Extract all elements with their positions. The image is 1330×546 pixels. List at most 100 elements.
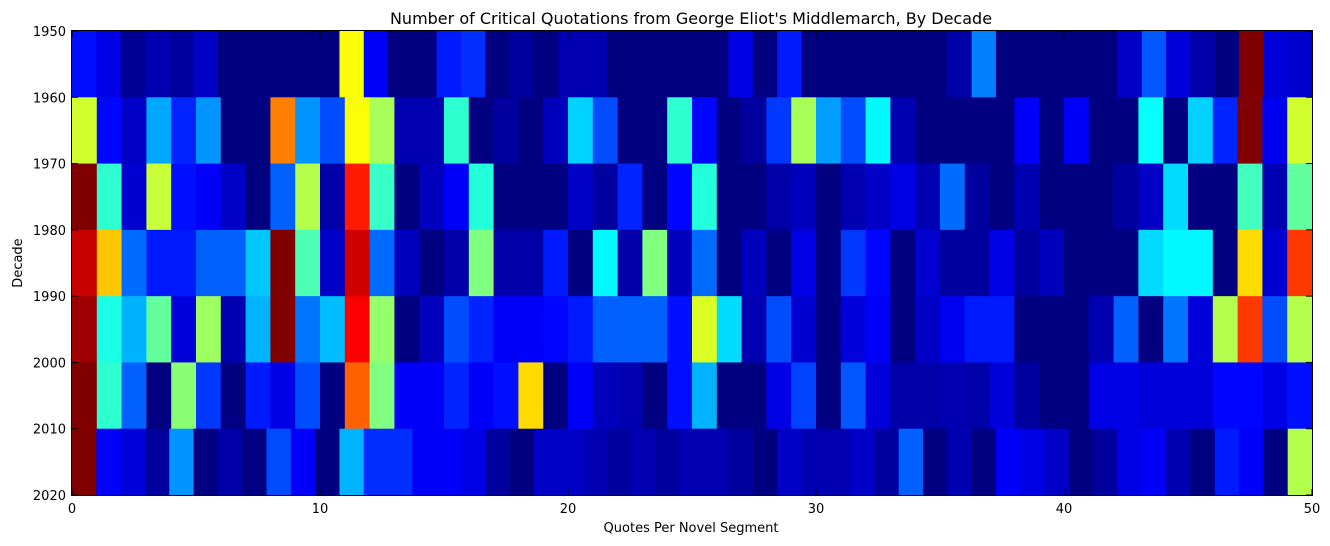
- heatmap-cell: [1014, 97, 1040, 165]
- heatmap-cell: [72, 362, 98, 430]
- heatmap-cell: [1039, 163, 1065, 231]
- heatmap-cell: [120, 428, 146, 496]
- y-axis-title: Decade: [11, 238, 26, 287]
- heatmap-cell: [825, 428, 851, 496]
- heatmap-cell: [766, 296, 792, 364]
- y-tick-label: 1990: [33, 290, 66, 305]
- heatmap-cell: [217, 31, 243, 98]
- heatmap-cell: [964, 97, 991, 165]
- heatmap-cell: [1088, 97, 1115, 165]
- heatmap-cell: [971, 428, 997, 496]
- heatmap-cell: [1262, 229, 1288, 297]
- heatmap-cell: [850, 31, 875, 98]
- heatmap-cell: [196, 362, 222, 430]
- heatmap-cell: [592, 229, 619, 297]
- heatmap-cell: [444, 296, 470, 364]
- heatmap-cell: [1287, 31, 1313, 98]
- heatmap-cell: [444, 229, 470, 297]
- heatmap-cell: [96, 362, 123, 430]
- heatmap-cell: [245, 362, 271, 430]
- heatmap-cell: [947, 428, 973, 496]
- heatmap-cell: [493, 296, 519, 364]
- heatmap-cell: [766, 163, 792, 231]
- heatmap-cell: [96, 31, 122, 98]
- heatmap-cell: [1039, 229, 1065, 297]
- heatmap-cell: [568, 229, 594, 297]
- heatmap-cell: [146, 362, 172, 430]
- heatmap-cell: [320, 296, 346, 364]
- heatmap-cell: [468, 97, 495, 165]
- heatmap-cell: [394, 163, 420, 231]
- heatmap-cell: [266, 428, 292, 496]
- heatmap-cell: [766, 97, 792, 165]
- heatmap-cell: [339, 31, 365, 98]
- heatmap-cell: [1287, 296, 1313, 364]
- heatmap-cell: [741, 97, 767, 165]
- heatmap-cell: [741, 229, 767, 297]
- heatmap-cell: [369, 362, 395, 430]
- heatmap-cell: [1044, 31, 1070, 98]
- heatmap-cell: [865, 229, 891, 297]
- heatmap-cell: [1190, 31, 1216, 98]
- heatmap-cell: [890, 362, 916, 430]
- heatmap-cell: [369, 229, 395, 297]
- heatmap-cell: [667, 362, 693, 430]
- heatmap-cell: [196, 97, 222, 165]
- heatmap-cell: [940, 163, 966, 231]
- heatmap-cell: [692, 97, 718, 165]
- heatmap-cell: [96, 296, 123, 364]
- heatmap-cell: [344, 163, 371, 231]
- heatmap-cell: [890, 229, 916, 297]
- heatmap-cell: [874, 31, 900, 98]
- heatmap-cell: [320, 163, 346, 231]
- heatmap-cell: [444, 362, 470, 430]
- heatmap-cell: [388, 428, 413, 496]
- heatmap-cell: [791, 362, 817, 430]
- heatmap-cell: [344, 362, 371, 430]
- heatmap-cell: [617, 362, 643, 430]
- heatmap-cell: [1138, 362, 1164, 430]
- heatmap-cell: [1212, 163, 1239, 231]
- heatmap-cell: [1287, 362, 1313, 430]
- x-tick-label: 0: [68, 502, 76, 517]
- heatmap-cell: [679, 31, 705, 98]
- heatmap-cell: [1163, 97, 1189, 165]
- heatmap-cell: [1064, 97, 1090, 165]
- heatmap-cell: [121, 97, 147, 165]
- heatmap-cell: [388, 31, 413, 98]
- heatmap-cell: [1212, 362, 1239, 430]
- heatmap-cell: [801, 31, 827, 98]
- heatmap-cell: [121, 362, 147, 430]
- heatmap-cell: [1163, 362, 1189, 430]
- heatmap-cell: [617, 97, 643, 165]
- y-tick-label: 2000: [33, 356, 66, 371]
- heatmap-cell: [667, 163, 693, 231]
- y-tick-label: 1950: [33, 25, 66, 40]
- heatmap-cell: [558, 428, 584, 496]
- heatmap-cell: [1163, 296, 1189, 364]
- heatmap-cell: [592, 362, 619, 430]
- heatmap-cell: [940, 362, 966, 430]
- heatmap-cell: [692, 229, 718, 297]
- heatmap-cell: [436, 31, 462, 98]
- heatmap-cell: [1237, 229, 1263, 297]
- heatmap-cell: [865, 97, 891, 165]
- heatmap-cell: [543, 163, 569, 231]
- x-axis-title: Quotes Per Novel Segment: [604, 521, 779, 536]
- heatmap-cell: [568, 97, 594, 165]
- heatmap-cell: [485, 428, 511, 496]
- heatmap-cell: [989, 362, 1015, 430]
- heatmap-cell: [940, 229, 966, 297]
- heatmap-cell: [96, 163, 123, 231]
- heatmap-cell: [964, 229, 991, 297]
- heatmap-cell: [922, 31, 948, 98]
- heatmap-cell: [290, 31, 316, 98]
- heatmap-cell: [582, 428, 608, 496]
- heatmap-cell: [801, 428, 827, 496]
- heatmap-cell: [964, 362, 991, 430]
- heatmap-cell: [468, 362, 495, 430]
- heatmap-cell: [1166, 428, 1192, 496]
- heatmap-cell: [1093, 31, 1119, 98]
- heatmap-cell: [1014, 296, 1040, 364]
- heatmap-cell: [1138, 163, 1164, 231]
